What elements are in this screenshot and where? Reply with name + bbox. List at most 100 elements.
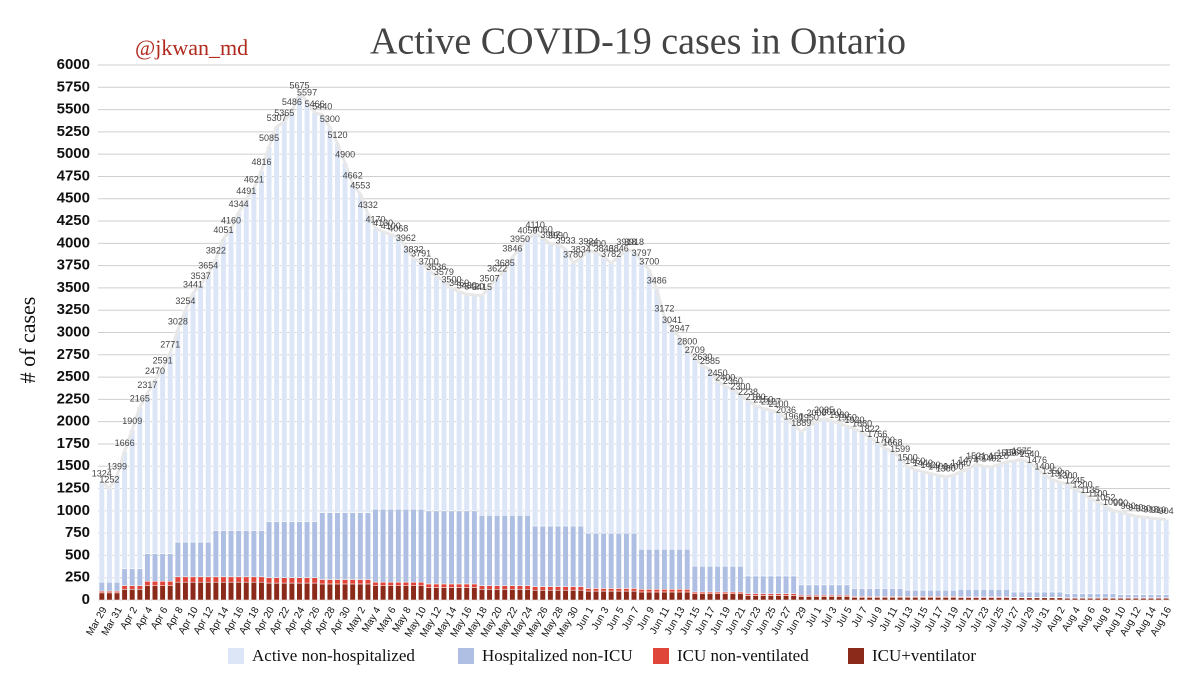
- bar-segment: [669, 548, 676, 590]
- bar-segment: [524, 589, 531, 601]
- bar-segment: [653, 548, 660, 590]
- bar-segment: [1148, 517, 1154, 595]
- bar-segment: [554, 586, 561, 591]
- total-label: 4160: [221, 215, 241, 225]
- bar-segment: [881, 588, 888, 597]
- bar-segment: [1033, 597, 1040, 601]
- bar-segment: [866, 597, 873, 601]
- bar-segment: [463, 583, 470, 588]
- bar-segment: [1094, 597, 1101, 601]
- bar-segment: [349, 512, 356, 580]
- total-label: 4110: [525, 220, 544, 230]
- bar-segment: [266, 582, 273, 601]
- bar-segment: [235, 576, 242, 583]
- total-label: 3430: [457, 281, 477, 291]
- bar-segment: [281, 577, 288, 584]
- bar-segment: [410, 585, 417, 601]
- bar-segment: [790, 575, 797, 595]
- bar-segment: [524, 585, 531, 590]
- bar-segment: [661, 316, 668, 550]
- bar-segment: [516, 247, 523, 516]
- bar-segment: [1079, 593, 1086, 599]
- total-label: 930: [1136, 503, 1151, 513]
- bar-segment: [874, 588, 881, 597]
- bar-segment: [357, 579, 364, 585]
- bar-segment: [364, 213, 371, 513]
- bar-segment: [509, 589, 516, 601]
- bar-segment: [684, 591, 691, 601]
- bar-segment: [547, 586, 554, 591]
- total-label: 4100: [381, 221, 401, 231]
- bar-segment: [957, 597, 964, 601]
- bar-segment: [532, 233, 539, 527]
- total-label: 1100: [1088, 488, 1107, 498]
- bar-segment: [228, 530, 235, 578]
- bar-segment: [182, 576, 189, 583]
- bar-segment: [1109, 597, 1116, 601]
- bar-segment: [554, 589, 561, 601]
- bar-segment: [866, 588, 873, 597]
- bar-segment: [440, 587, 447, 601]
- bar-segment: [859, 597, 866, 601]
- bar-segment: [919, 597, 926, 601]
- total-label: 3507: [480, 274, 500, 284]
- bar-segment: [737, 593, 744, 601]
- y-tick-label: 0: [82, 591, 90, 608]
- bar-segment: [760, 593, 767, 596]
- bar-segment: [448, 287, 455, 512]
- bar-segment: [942, 476, 949, 591]
- bar-segment: [433, 275, 440, 512]
- bar-segment: [676, 591, 683, 601]
- bar-segment: [129, 589, 136, 601]
- bar-segment: [760, 408, 767, 577]
- bar-segment: [266, 577, 273, 584]
- total-label: 5675: [289, 80, 309, 90]
- bar-segment: [904, 466, 911, 591]
- legend-swatch: [653, 648, 669, 664]
- y-tick-label: 1500: [57, 457, 90, 474]
- bar-segment: [653, 591, 660, 601]
- total-label: 3997: [540, 230, 560, 240]
- bar-segment: [380, 231, 387, 510]
- total-label: 904: [1159, 506, 1174, 516]
- bar-segment: [258, 576, 265, 583]
- bar-segment: [1003, 461, 1010, 590]
- bar-segment: [935, 597, 942, 601]
- bar-segment: [144, 585, 151, 601]
- bar-segment: [1003, 597, 1010, 601]
- y-tick-label: 250: [65, 569, 90, 586]
- bar-segment: [144, 581, 151, 586]
- bar-segment: [843, 425, 850, 586]
- total-label: 3950: [510, 234, 530, 244]
- bar-segment: [1003, 589, 1010, 598]
- bar-segment: [273, 126, 280, 522]
- bar-segment: [539, 586, 546, 591]
- y-tick-label: 4750: [57, 167, 90, 184]
- bar-segment: [494, 585, 501, 590]
- bar-segment: [790, 424, 797, 577]
- bar-segment: [1041, 591, 1048, 598]
- total-label: 1521: [966, 451, 986, 461]
- bar-segment: [349, 579, 356, 585]
- bar-segment: [501, 585, 508, 590]
- bar-segment: [402, 581, 409, 586]
- bar-segment: [813, 421, 820, 586]
- bar-segment: [258, 530, 265, 578]
- total-label: 3636: [426, 262, 446, 272]
- bar-segment: [387, 585, 394, 601]
- total-label: 1380: [936, 463, 956, 473]
- bar-segment: [342, 162, 349, 513]
- bar-segment: [402, 585, 409, 601]
- bar-segment: [1071, 488, 1078, 595]
- bar-segment: [942, 589, 949, 597]
- bar-segment: [304, 100, 311, 522]
- bar-segment: [1163, 597, 1170, 601]
- bar-segment: [281, 521, 288, 578]
- bar-segment: [1109, 593, 1116, 599]
- total-label: 3990: [548, 231, 568, 241]
- bar-segment: [707, 565, 714, 593]
- bar-segment: [1163, 519, 1170, 595]
- bar-segment: [775, 593, 782, 596]
- bar-segment: [957, 589, 964, 598]
- author: @jkwan_md: [135, 35, 248, 60]
